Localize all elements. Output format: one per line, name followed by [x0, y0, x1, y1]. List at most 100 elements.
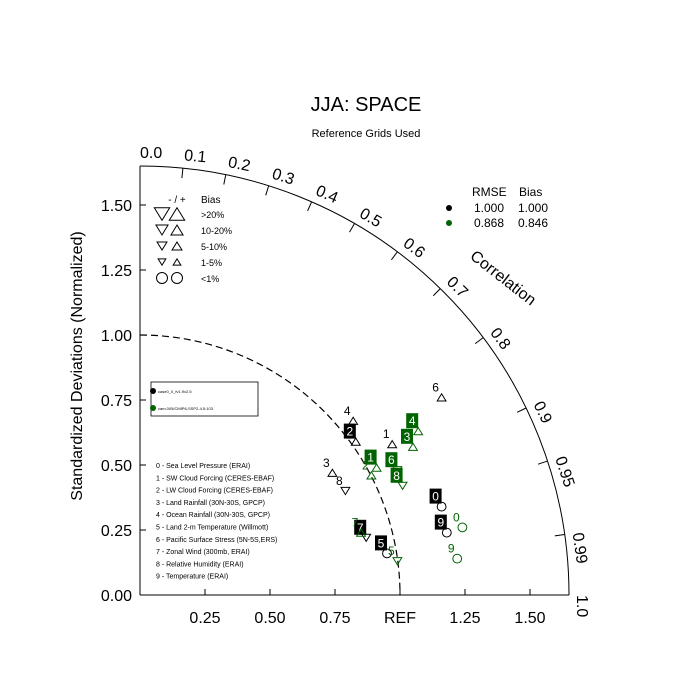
data-point-label: 1 [367, 451, 374, 465]
variable-legend-item: 0 - Sea Level Pressure (ERAI) [156, 463, 250, 470]
bias-legend-label: >20% [201, 210, 224, 220]
outer-arc [139, 165, 570, 596]
bias-legend-marker-plus [171, 240, 183, 251]
variable-legend-item: 7 - Zonal Wind (300mb, ERAI) [156, 549, 250, 556]
case-legend-dot [150, 388, 156, 394]
bias-legend-marker-minus [153, 207, 171, 222]
x-tick-label: 1.50 [514, 610, 545, 627]
data-point-label-box [385, 452, 398, 468]
data-point-marker [340, 486, 351, 496]
bias-legend-label: 10-20% [201, 226, 232, 236]
x-tick-label: 0.25 [189, 610, 220, 627]
x-tick-label: REF [384, 610, 416, 627]
rmse-legend-header: RMSE [472, 185, 507, 199]
data-point-marker [355, 528, 367, 537]
correlation-tick-label: 0.2 [227, 154, 252, 175]
data-point-marker [350, 437, 362, 446]
correlation-tick [265, 185, 270, 196]
legends-layer: - / + Bias >20% 10-20% 5-10% 1-5% <1% RMSE Bias 1… [150, 185, 548, 581]
data-point-label: 6 [432, 380, 439, 394]
variable-legend-item: 6 - Pacific Surface Stress (5N-5S,ERS) [156, 537, 277, 544]
case-legend-dot [150, 405, 156, 411]
data-point-label: 8 [336, 474, 343, 488]
data-point-marker [412, 426, 424, 436]
variable-legend-item: 9 - Temperature (ERAI) [156, 574, 228, 581]
correlation-tick-label: 0.1 [183, 147, 207, 166]
y-axis-label: Standardized Deviations (Normalized) [69, 231, 86, 500]
data-point-label: 1 [383, 427, 390, 441]
variable-legend-item: 3 - Land Rainfall (30N-30S, GPCP) [156, 500, 265, 507]
data-point-marker [436, 392, 447, 402]
data-point-marker [397, 481, 408, 491]
bias-legend-label: 1-5% [201, 258, 222, 268]
data-point-label: 2 [362, 458, 369, 472]
bias-legend-marker-plus [171, 272, 183, 284]
chart-subtitle: Reference Grids Used [312, 128, 421, 140]
correlation-label: Correlation [467, 248, 539, 310]
data-point-label-box [390, 467, 403, 483]
data-point-marker [452, 553, 463, 564]
data-point-marker [366, 470, 377, 480]
bias-legend-label: <1% [201, 274, 219, 284]
correlation-tick [516, 407, 527, 413]
data-point-label: 9 [448, 542, 455, 556]
bias-legend-label: 5-10% [201, 242, 227, 252]
reference-arc [139, 334, 401, 596]
correlation-tick-label: 0.3 [270, 166, 296, 189]
correlation-tick-label: 0.95 [551, 454, 577, 489]
bias-legend-value: 0.846 [518, 216, 548, 230]
variable-legend-item: 1 - SW Cloud Forcing (CERES-EBAF) [156, 475, 274, 482]
variable-legend-item: 5 - Land 2-m Temperature (Willmott) [156, 525, 268, 532]
correlation-tick-label: 0.7 [443, 274, 471, 302]
y-tick-label: 0.00 [101, 588, 132, 605]
data-point-label: 3 [323, 456, 330, 470]
correlation-tick-label: 0.9 [530, 399, 555, 427]
data-point-label-box [429, 488, 442, 504]
correlation-tick [349, 223, 355, 233]
case-legend-label: case0_0_fv1.9x2.5 [158, 389, 192, 394]
data-point-label: 4 [409, 414, 416, 428]
data-point-label: 4 [344, 404, 351, 418]
data-point-marker [360, 533, 372, 543]
bias-legend-header: Bias [201, 195, 220, 206]
rmse-legend-dot [446, 220, 452, 226]
x-tick-label: 0.50 [254, 610, 285, 627]
data-point-label-box [401, 428, 413, 444]
data-point-label: 5 [378, 536, 385, 550]
data-point-label: 7 [352, 516, 359, 530]
data-point-label: 2 [346, 425, 353, 439]
bias-legend-sign: - / + [168, 195, 186, 206]
x-tick-label: 0.75 [319, 610, 350, 627]
bias-legend-marker-minus [156, 241, 168, 252]
data-point-label: 0 [453, 510, 460, 524]
correlation-tick [390, 251, 398, 261]
correlation-tick [474, 337, 484, 345]
y-tick-label: 0.25 [101, 523, 132, 540]
rmse-legend-value: 0.868 [474, 216, 504, 230]
case-legend-box [150, 381, 259, 417]
rmse-legend-dot [446, 205, 452, 211]
correlation-tick [432, 288, 441, 297]
data-point-label-box [364, 449, 377, 465]
variable-legend-item: 2 - LW Cloud Forcing (CERES-EBAF) [156, 488, 273, 495]
data-point-label-box [354, 519, 367, 535]
correlation-tick [554, 533, 565, 537]
data-point-marker [327, 468, 338, 477]
rmse-legend-value: 1.000 [474, 201, 504, 215]
correlation-tick-label: 0.6 [400, 235, 428, 262]
y-tick-label: 1.00 [101, 328, 132, 345]
chart-title: JJA: SPACE [311, 94, 422, 116]
variable-legend-item: 4 - Ocean Rainfall (30N-30S, GPCP) [156, 512, 270, 519]
data-point-label: 9 [437, 516, 444, 530]
data-point-label: 7 [357, 521, 364, 535]
case-legend-label: cam.005/CMIP6-SSP2-4.5:103 [158, 406, 214, 411]
bias-legend-marker-plus [168, 206, 186, 221]
y-tick-label: 1.25 [101, 263, 132, 280]
bias-legend-marker-minus [157, 258, 167, 267]
correlation-tick [223, 174, 227, 185]
data-point-label-box [343, 423, 356, 439]
data-point-marker [371, 463, 382, 472]
data-point-label: 3 [404, 430, 411, 444]
